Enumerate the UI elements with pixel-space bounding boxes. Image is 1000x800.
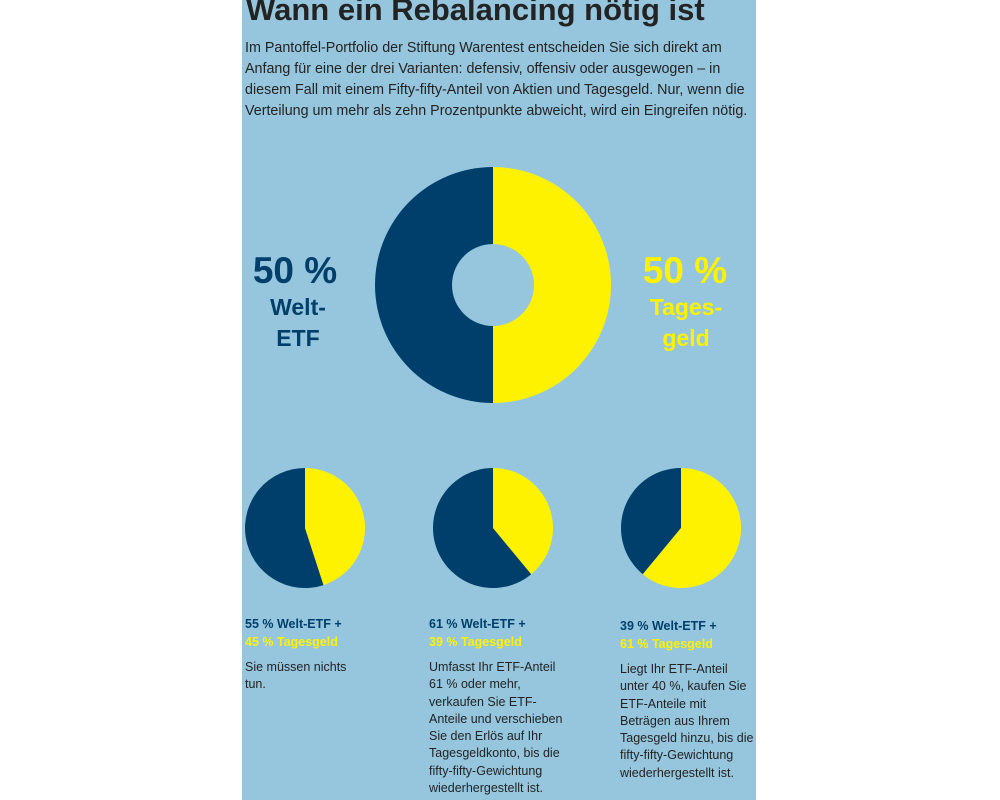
scenario-3-cash-slice [642, 468, 741, 588]
scenario-3-cash-share: 61 % Tagesgeld [620, 637, 713, 651]
scenario-3-caption: 39 % Welt-ETF + 61 % Tagesgeld [620, 617, 717, 653]
main-donut-hole [452, 244, 534, 326]
scenario-3-etf-share: 39 % Welt-ETF + [620, 619, 717, 633]
main-etf-label-line-2: ETF [276, 325, 320, 351]
main-cash-slice [493, 167, 611, 403]
scenario-1-caption: 55 % Welt-ETF + 45 % Tagesgeld [245, 615, 342, 651]
main-cash-label-line-2: geld [662, 325, 710, 351]
infographic-panel: Wann ein Rebalancing nötig ist Im Pantof… [242, 0, 756, 800]
main-etf-slice [375, 167, 493, 403]
scenario-2-cash-slice [493, 468, 553, 575]
main-donut-chart [375, 167, 611, 403]
scenario-2-description: Umfasst Ihr ETF-Anteil 61 % oder mehr, v… [429, 660, 563, 796]
scenario-1-pie-chart [245, 468, 366, 588]
scenario-3-etf-slice [621, 468, 681, 575]
intro-text: Im Pantoffel-Portfolio der Stiftung Ware… [245, 40, 748, 119]
scenario-2-cash-share: 39 % Tagesgeld [429, 635, 522, 649]
scenario-2-pie-chart [433, 468, 553, 588]
main-etf-label: Welt- ETF [242, 292, 368, 354]
scenario-2-etf-slice [433, 468, 532, 588]
scenario-1-cash-slice [305, 468, 366, 586]
main-etf-label-line-1: Welt- [270, 294, 326, 320]
scenario-1-etf-slice [245, 468, 324, 588]
scenario-1-etf-share: 55 % Welt-ETF + [245, 617, 342, 631]
scenario-1-description: Sie müssen nichts tun. [245, 660, 347, 692]
main-cash-label-line-1: Tages- [649, 294, 723, 320]
scenario-2-caption: 61 % Welt-ETF + 39 % Tagesgeld [429, 615, 526, 651]
scenario-2-etf-share: 61 % Welt-ETF + [429, 617, 526, 631]
page-title: Wann ein Rebalancing nötig ist [246, 0, 705, 27]
scenario-3-description: Liegt Ihr ETF-Anteil unter 40 %, kaufen … [620, 662, 754, 780]
main-cash-percent: 50 % [642, 250, 728, 291]
main-cash-label: Tages- geld [616, 292, 756, 354]
scenario-3-pie-chart [621, 468, 741, 588]
main-etf-percent: 50 % [252, 250, 338, 291]
scenario-1-cash-share: 45 % Tagesgeld [245, 635, 338, 649]
